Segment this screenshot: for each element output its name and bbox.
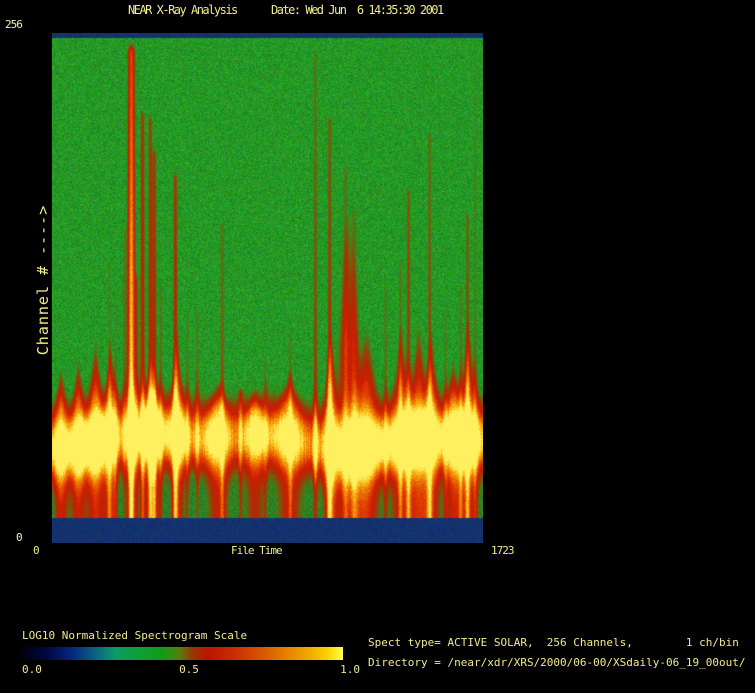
spect-type-info: Spect type= ACTIVE SOLAR, 256 Channels, … (368, 636, 739, 649)
spectrogram-plot (52, 33, 483, 543)
colorbar-tick-0: 0.0 (22, 663, 42, 676)
page-title: NEAR X-Ray Analysis (128, 3, 238, 17)
y-axis-tick-min: 0 (16, 531, 23, 544)
colorbar-tick-1: 1.0 (340, 663, 360, 676)
x-axis-tick-min: 0 (33, 544, 40, 557)
directory-info: Directory = /near/xdr/XRS/2000/06-00/XSd… (368, 656, 746, 669)
header-date: Date: Wed Jun 6 14:35:30 2001 (271, 3, 444, 17)
colorbar-tick-05: 0.5 (179, 663, 199, 676)
colorbar-title: LOG10 Normalized Spectrogram Scale (22, 629, 248, 642)
colorbar-gradient (22, 647, 343, 660)
y-axis-tick-max: 256 (5, 18, 23, 31)
x-axis-tick-max: 1723 (491, 544, 514, 557)
y-axis-title: Channel # ----> (34, 204, 52, 356)
x-axis-title: File Time (231, 544, 283, 557)
